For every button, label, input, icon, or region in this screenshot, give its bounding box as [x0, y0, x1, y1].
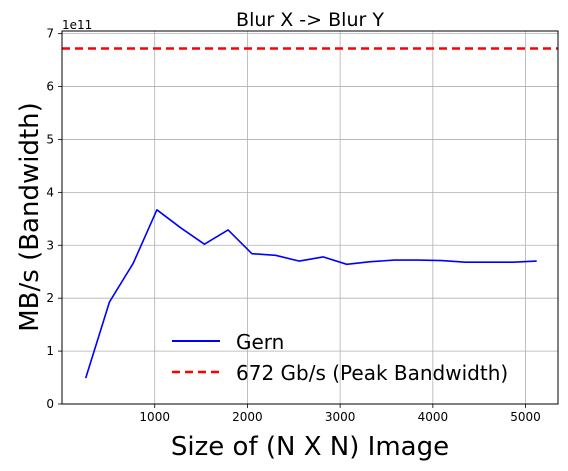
x-tick-label: 2000 — [232, 410, 263, 424]
x-tick-label: 3000 — [325, 410, 356, 424]
series-line-gern — [84, 209, 537, 379]
x-tick-label: 1000 — [139, 410, 170, 424]
y-axis-label: MB/s (Bandwidth) — [15, 102, 45, 332]
series-layer — [62, 47, 558, 379]
y-tick-label: 3 — [46, 238, 54, 252]
plot-frame — [61, 30, 559, 405]
y-tick-label: 6 — [46, 80, 54, 94]
chart-title: Blur X -> Blur Y — [236, 9, 384, 31]
y-tick-label: 5 — [46, 132, 54, 146]
x-tick-label: 5000 — [510, 410, 541, 424]
legend-label-peak-bandwidth: 672 Gb/s (Peak Bandwidth) — [236, 361, 508, 385]
y-tick-label: 0 — [46, 397, 54, 411]
y-tick-label: 7 — [46, 27, 54, 41]
y-tick-label: 1 — [46, 344, 54, 358]
y-tick-label: 2 — [46, 291, 54, 305]
y-tick-label: 4 — [46, 185, 54, 199]
legend-label-gern: Gern — [236, 330, 284, 354]
axis-ticks: 1000 2000 3000 4000 5000 0 1 2 3 4 5 6 7 — [46, 27, 540, 424]
legend: Gern 672 Gb/s (Peak Bandwidth) — [172, 330, 508, 385]
x-axis-label: Size of (N X N) Image — [171, 432, 449, 462]
y-offset-label: 1e11 — [62, 18, 92, 32]
x-tick-label: 4000 — [418, 410, 449, 424]
